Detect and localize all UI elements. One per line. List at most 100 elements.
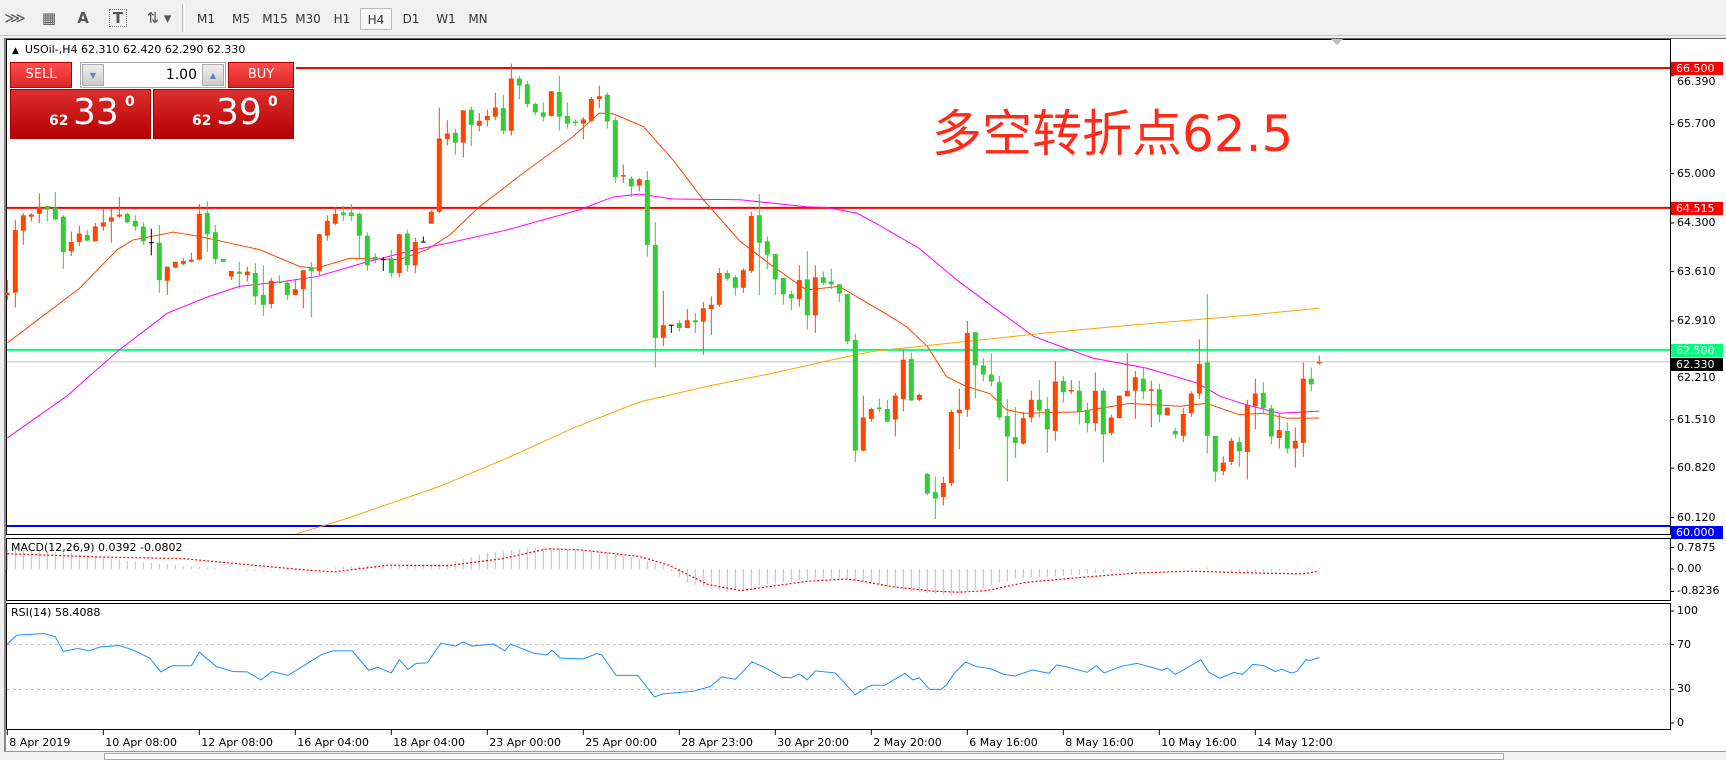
candle-body — [1196, 363, 1202, 394]
lot-size-field: ▼ ▲ — [80, 62, 226, 88]
candle-body — [620, 175, 626, 177]
candle-body — [164, 266, 170, 281]
chart-window[interactable] — [4, 38, 1726, 760]
rsi-panel[interactable] — [6, 603, 1671, 730]
candle-body — [988, 374, 994, 382]
candle-body — [652, 244, 658, 338]
candle-body — [348, 212, 354, 216]
timeframe-m5[interactable]: M5 — [232, 12, 250, 26]
macd-tick-label: 0.00 — [1677, 562, 1702, 575]
macd-tick-label: -0.8236 — [1677, 584, 1720, 598]
candle-body — [636, 179, 642, 186]
lot-increase-button[interactable]: ▲ — [202, 64, 224, 86]
candle-body — [484, 115, 490, 121]
candle-body — [556, 91, 562, 117]
candle-body — [332, 213, 338, 224]
candle-body — [524, 84, 530, 104]
price-level-label: 62.330 — [1671, 357, 1723, 371]
rsi-label: RSI(14) 58.4088 — [11, 606, 101, 619]
candle-body — [1188, 393, 1194, 414]
y-tick-label: 60.820 — [1677, 461, 1716, 475]
candle-body — [396, 234, 402, 274]
buy-button[interactable]: BUY — [228, 62, 294, 88]
sell-button[interactable]: SELL — [10, 62, 72, 88]
x-tick-label: 2 May 20:00 — [873, 736, 942, 749]
moving-average-line — [296, 307, 1320, 534]
candle-body — [660, 325, 666, 338]
timeframe-h4[interactable]: H4 — [360, 8, 392, 30]
timeframe-w1[interactable]: W1 — [436, 12, 456, 26]
candle-body — [1284, 430, 1290, 449]
timeframe-h1[interactable]: H1 — [333, 12, 351, 26]
candle-body — [892, 395, 898, 420]
candle-body — [548, 91, 554, 116]
rsi-tick-label: 30 — [1677, 682, 1691, 696]
timeframe-mn[interactable]: MN — [468, 12, 488, 26]
fibonacci-fan-icon[interactable]: ⋙ — [4, 9, 26, 27]
candle-body — [796, 280, 802, 300]
candle-body — [1052, 381, 1058, 431]
candle-body — [1116, 395, 1122, 419]
price-level-label: 62.500 — [1671, 343, 1723, 357]
candle-body — [244, 271, 250, 276]
candle-body — [1132, 377, 1138, 391]
x-tick-label: 23 Apr 00:00 — [489, 736, 562, 749]
candle-body — [252, 273, 258, 297]
timeframe-m15[interactable]: M15 — [262, 12, 288, 26]
candle-body — [716, 273, 722, 305]
candle-body — [804, 279, 810, 316]
buy-price-button[interactable]: 62 39 0 — [153, 89, 294, 139]
candle-body — [780, 277, 786, 295]
arrows-icon[interactable]: ⇅ ▾ — [146, 9, 172, 27]
candle-body — [20, 215, 26, 231]
candle-body — [1268, 408, 1274, 437]
y-tick-label: 66.390 — [1677, 75, 1716, 88]
candle-body — [1252, 393, 1258, 407]
candle-body — [1244, 404, 1250, 453]
candle-body — [284, 282, 290, 295]
candle-body — [588, 99, 594, 121]
candle-body — [852, 339, 858, 451]
timeframe-d1[interactable]: D1 — [402, 12, 420, 26]
sell-price-button[interactable]: 62 33 0 — [10, 89, 151, 139]
macd-tick-label: 0.7875 — [1677, 540, 1716, 554]
candle-body — [628, 178, 634, 187]
x-tick-label: 8 Apr 2019 — [9, 736, 71, 749]
candle-body — [1204, 362, 1210, 436]
candle-body — [204, 213, 210, 235]
text-label-icon[interactable]: T — [109, 9, 127, 27]
candle-body — [276, 281, 282, 283]
x-tick-label: 28 Apr 23:00 — [681, 736, 754, 749]
scrollbar-thumb[interactable] — [104, 753, 1504, 760]
candle-body — [460, 110, 466, 143]
timeframe-m30[interactable]: M30 — [295, 12, 321, 26]
candle-body — [412, 242, 418, 266]
collapse-triangle-icon[interactable] — [1331, 39, 1343, 45]
candle-body — [932, 492, 938, 499]
candle-body — [1044, 409, 1050, 430]
triangle-up-icon[interactable]: ▲ — [12, 46, 19, 56]
candle-body — [324, 220, 330, 236]
candle-body — [684, 320, 690, 328]
horizontal-scrollbar[interactable] — [4, 751, 1726, 760]
candle-body — [1220, 462, 1226, 472]
candle-body — [572, 121, 578, 124]
timeframe-m1[interactable]: M1 — [197, 12, 215, 26]
x-tick-label: 30 Apr 20:00 — [777, 736, 850, 749]
candle-body — [1084, 409, 1090, 424]
grid-f-icon[interactable]: ▦ — [41, 9, 57, 27]
candle-body — [1212, 435, 1218, 472]
candle-body — [84, 234, 90, 241]
lot-decrease-button[interactable]: ▼ — [82, 64, 104, 86]
sell-price-prefix: 62 — [49, 113, 69, 129]
lot-input[interactable] — [105, 63, 201, 87]
candle-body — [1148, 389, 1154, 391]
buy-price-prefix: 62 — [192, 113, 212, 129]
candle-body — [236, 271, 242, 274]
main-chart-panel[interactable] — [6, 39, 1671, 535]
moving-average-line — [7, 193, 1320, 439]
candle-body — [1012, 437, 1018, 443]
candle-body — [1060, 380, 1066, 393]
text-icon[interactable]: A — [77, 9, 89, 27]
candle-body — [172, 261, 178, 268]
